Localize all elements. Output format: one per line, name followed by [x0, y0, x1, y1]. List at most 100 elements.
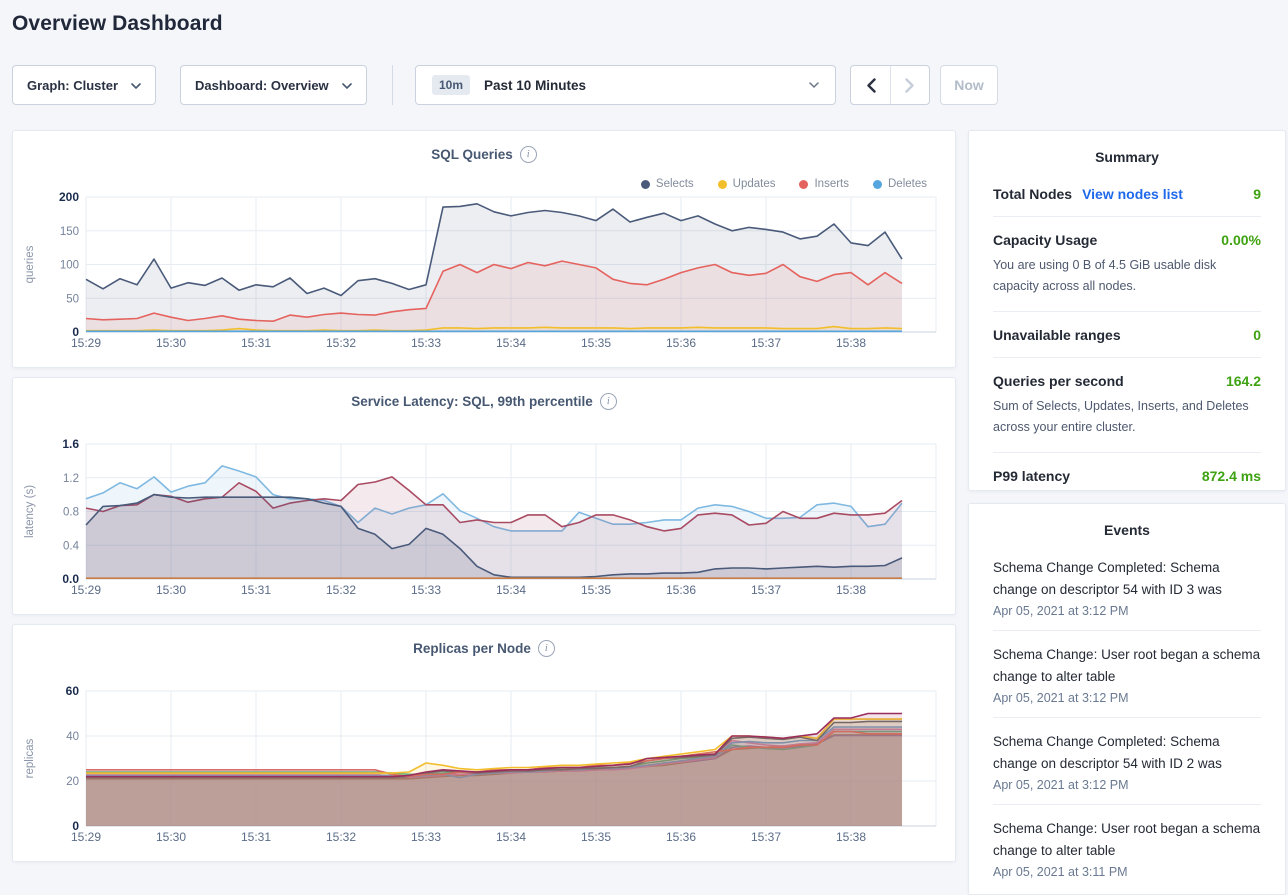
summary-value: 164.2 [1225, 373, 1261, 389]
time-range-picker[interactable]: 10m Past 10 Minutes [415, 65, 836, 105]
event-message: Schema Change: User root began a schema … [993, 647, 1261, 684]
chart-title: Replicas per Node i [13, 640, 955, 657]
summary-row-capacity-usage: Capacity Usage 0.00% You are using 0 B o… [993, 217, 1261, 312]
events-card: Events Schema Change Completed: Schema c… [968, 503, 1286, 895]
sql-queries-chart[interactable]: 15:29 15:30 15:31 15:32 15:33 15:34 15:35 15:36… [13, 187, 959, 362]
svg-text:1.2: 1.2 [63, 473, 79, 485]
svg-text:15:37: 15:37 [751, 583, 781, 597]
summary-label: Total Nodes [993, 186, 1073, 202]
svg-text:15:30: 15:30 [156, 830, 186, 844]
service-latency-chart[interactable]: 15:29 15:30 15:31 15:32 15:33 15:34 15:35 15:36… [13, 434, 959, 609]
event-timestamp: Apr 05, 2021 at 3:12 PM [993, 691, 1129, 705]
legend-item-deletes[interactable]: Deletes [873, 178, 927, 190]
summary-label: Queries per second [993, 373, 1124, 389]
replicas-per-node-card: Replicas per Node i 15:29 15:30 15:31 15:32 1… [12, 624, 956, 862]
event-item: Schema Change Completed: Schema change o… [993, 544, 1261, 631]
summary-row-p99-latency: P99 latency 872.4 ms [993, 453, 1261, 498]
info-icon[interactable]: i [599, 393, 617, 410]
replicas-per-node-chart[interactable]: 15:29 15:30 15:31 15:32 15:33 15:34 15:35 15:36… [13, 681, 959, 856]
svg-text:15:38: 15:38 [836, 336, 866, 350]
svg-text:15:32: 15:32 [326, 583, 356, 597]
svg-text:15:31: 15:31 [241, 336, 271, 350]
chart-title-text: Service Latency: SQL, 99th percentile [351, 394, 593, 409]
svg-text:15:29: 15:29 [71, 830, 101, 844]
svg-text:50: 50 [66, 293, 79, 305]
summary-value: 9 [1253, 186, 1261, 202]
svg-text:15:33: 15:33 [411, 583, 441, 597]
event-item: Schema Change: User root began a schema … [993, 631, 1261, 718]
legend-dot [873, 179, 882, 189]
chart-title: SQL Queries i [13, 146, 955, 163]
svg-text:40: 40 [66, 731, 79, 743]
svg-text:15:37: 15:37 [751, 336, 781, 350]
legend-item-inserts[interactable]: Inserts [799, 178, 849, 190]
chevron-down-icon [342, 78, 352, 93]
svg-text:15:30: 15:30 [156, 336, 186, 350]
chart-legend: Selects Updates Inserts Deletes [640, 178, 927, 190]
summary-value: 872.4 ms [1201, 468, 1261, 484]
summary-description: Sum of Selects, Updates, Inserts, and De… [993, 399, 1249, 434]
prev-range-button[interactable] [851, 66, 890, 104]
legend-item-updates[interactable]: Updates [717, 178, 776, 190]
info-icon[interactable]: i [537, 640, 555, 657]
svg-text:100: 100 [60, 260, 79, 272]
time-nav-group [850, 65, 930, 105]
svg-text:15:36: 15:36 [666, 830, 696, 844]
legend-label: Deletes [888, 178, 927, 190]
event-item: Schema Change: User root began a schema … [993, 805, 1261, 891]
summary-label: Unavailable ranges [993, 327, 1121, 343]
svg-text:15:34: 15:34 [496, 336, 526, 350]
chevron-down-icon [131, 78, 141, 93]
summary-row-unavailable-ranges: Unavailable ranges 0 [993, 312, 1261, 358]
event-timestamp: Apr 05, 2021 at 3:11 PM [993, 865, 1128, 879]
svg-text:15:33: 15:33 [411, 336, 441, 350]
legend-label: Updates [732, 178, 776, 190]
event-item: Schema Change Completed: Schema change o… [993, 718, 1261, 805]
svg-text:0.0: 0.0 [62, 572, 79, 586]
svg-text:15:36: 15:36 [666, 583, 696, 597]
svg-text:15:38: 15:38 [836, 583, 866, 597]
time-range-badge: 10m [432, 75, 471, 95]
svg-text:0: 0 [72, 325, 79, 339]
page-title: Overview Dashboard [12, 12, 223, 35]
toolbar-divider [392, 65, 393, 105]
summary-label: P99 latency [993, 468, 1071, 484]
summary-value: 0.00% [1221, 232, 1261, 248]
summary-description: You are using 0 B of 4.5 GiB usable disk… [993, 258, 1217, 293]
svg-text:20: 20 [66, 776, 79, 788]
summary-label: Capacity Usage [993, 232, 1098, 248]
svg-text:15:34: 15:34 [496, 830, 526, 844]
info-icon[interactable]: i [519, 146, 537, 163]
legend-dot [640, 179, 650, 189]
svg-text:queries: queries [24, 245, 36, 283]
svg-text:15:32: 15:32 [326, 830, 356, 844]
svg-text:15:32: 15:32 [326, 336, 356, 350]
svg-text:0.8: 0.8 [63, 507, 79, 519]
now-button[interactable]: Now [940, 65, 998, 105]
summary-title: Summary [1095, 149, 1159, 165]
svg-text:15:36: 15:36 [666, 336, 696, 350]
svg-text:150: 150 [60, 226, 79, 238]
svg-text:latency (s): latency (s) [24, 485, 36, 538]
svg-text:15:37: 15:37 [751, 830, 781, 844]
dashboard-dropdown[interactable]: Dashboard: Overview [180, 65, 367, 105]
svg-text:replicas: replicas [24, 738, 36, 778]
chart-title-text: Replicas per Node [413, 641, 531, 656]
svg-text:15:29: 15:29 [71, 336, 101, 350]
legend-item-selects[interactable]: Selects [640, 178, 694, 190]
svg-text:1.6: 1.6 [62, 437, 79, 451]
svg-text:15:31: 15:31 [241, 830, 271, 844]
next-range-button[interactable] [890, 66, 929, 104]
svg-text:15:33: 15:33 [411, 830, 441, 844]
summary-row-total-nodes: Total Nodes View nodes list 9 [993, 171, 1261, 217]
event-timestamp: Apr 05, 2021 at 3:12 PM [993, 778, 1129, 792]
graph-dropdown[interactable]: Graph: Cluster [12, 65, 156, 105]
service-latency-card: Service Latency: SQL, 99th percentile i 1… [12, 377, 956, 615]
event-timestamp: Apr 05, 2021 at 3:12 PM [993, 604, 1129, 618]
summary-row-queries-per-second: Queries per second 164.2 Sum of Selects,… [993, 358, 1261, 453]
svg-text:0: 0 [72, 819, 79, 833]
view-nodes-list-link[interactable]: View nodes list [1082, 186, 1183, 202]
svg-text:15:31: 15:31 [241, 583, 271, 597]
time-range-label: Past 10 Minutes [484, 77, 587, 93]
svg-text:15:29: 15:29 [71, 583, 101, 597]
